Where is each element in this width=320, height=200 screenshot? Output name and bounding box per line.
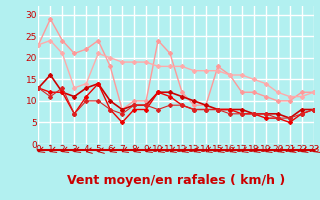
X-axis label: Vent moyen/en rafales ( km/h ): Vent moyen/en rafales ( km/h ) — [67, 174, 285, 187]
